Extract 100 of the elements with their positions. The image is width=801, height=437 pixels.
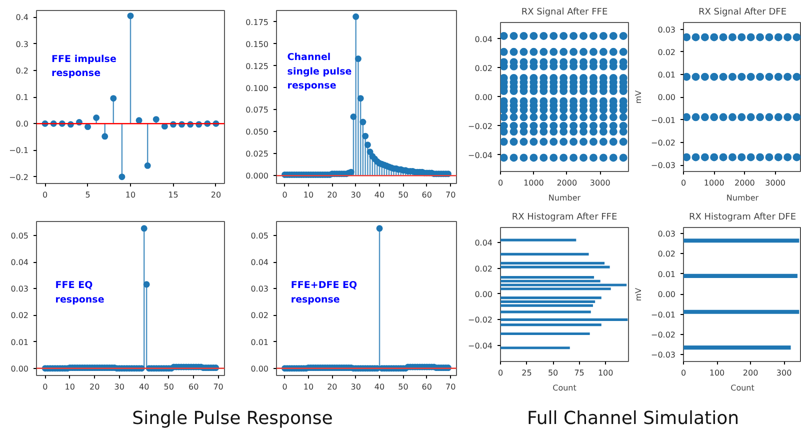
x-tick-label: 3000 bbox=[765, 178, 786, 188]
x-tick-label: 20 bbox=[210, 190, 222, 200]
x-tick-label: 40 bbox=[374, 382, 385, 392]
x-tick-label: 5 bbox=[85, 190, 90, 200]
y-tick-label: −0.1 bbox=[9, 146, 29, 156]
x-tick-label: 300 bbox=[776, 368, 792, 378]
y-tick-label: 0.05 bbox=[10, 232, 28, 241]
x-axis-title: Number bbox=[548, 194, 582, 202]
text: Full Channel Simulation bbox=[527, 408, 740, 430]
y-tick-label: 0.03 bbox=[658, 230, 676, 239]
x-tick-label: 60 bbox=[422, 190, 432, 200]
x-tick-label: 0 bbox=[498, 178, 504, 188]
y-tick-label: 0.00 bbox=[10, 364, 28, 374]
x-tick-label: 50 bbox=[548, 368, 558, 378]
x-tick-label: 2000 bbox=[734, 178, 755, 188]
x-tick-label: 25 bbox=[522, 368, 532, 378]
x-tick-label: 20 bbox=[327, 382, 338, 392]
x-tick-label: 0 bbox=[42, 382, 48, 392]
x-tick-label: 60 bbox=[422, 382, 432, 392]
x-tick-label: 70 bbox=[445, 382, 456, 392]
y-axis-title: mV bbox=[634, 287, 643, 302]
x-tick-label: 50 bbox=[164, 382, 174, 392]
annotation: Channel single pulse response bbox=[287, 52, 352, 92]
y-tick-label: 0.3 bbox=[16, 40, 29, 49]
y-tick-label: 0.03 bbox=[658, 25, 676, 34]
x-tick-label: 100 bbox=[709, 368, 725, 378]
y-tick-label: 0.03 bbox=[10, 284, 28, 294]
y-tick-label: −0.02 bbox=[650, 138, 676, 148]
x-tick-label: 60 bbox=[188, 382, 199, 392]
y-tick-label: 0.075 bbox=[246, 106, 269, 115]
y-tick-label: 0.050 bbox=[246, 128, 269, 137]
y-tick-label: −0.04 bbox=[468, 341, 492, 350]
x-tick-label: 10 bbox=[125, 190, 136, 200]
y-tick-label: 0.03 bbox=[250, 284, 268, 294]
y-tick-label: 0.01 bbox=[10, 338, 28, 347]
chart-title: RX Histogram After DFE bbox=[688, 212, 796, 222]
y-tick-label: 0.4 bbox=[16, 13, 29, 22]
x-tick-label: 0 bbox=[680, 178, 686, 188]
chart-title: RX Histogram After FFE bbox=[512, 212, 618, 222]
x-tick-label: 30 bbox=[114, 382, 124, 392]
y-tick-label: 0.2 bbox=[16, 66, 29, 76]
y-tick-label: 0.01 bbox=[658, 270, 676, 279]
y-tick-label: 0.125 bbox=[246, 62, 269, 71]
x-tick-label: 30 bbox=[350, 382, 361, 392]
y-tick-label: −0.02 bbox=[468, 316, 492, 325]
x-tick-label: 3000 bbox=[590, 178, 610, 188]
x-tick-label: 0 bbox=[282, 190, 288, 200]
x-tick-label: 30 bbox=[350, 190, 361, 200]
x-tick-label: 1000 bbox=[524, 178, 544, 188]
y-tick-label: 0.01 bbox=[250, 338, 268, 347]
x-tick-label: 0 bbox=[680, 368, 686, 378]
x-tick-label: 100 bbox=[598, 368, 614, 378]
annotation: FFE+DFE EQ response bbox=[290, 280, 358, 306]
y-tick-label: 0.02 bbox=[658, 250, 676, 259]
y-tick-label: 0.000 bbox=[246, 172, 269, 181]
y-tick-label: 0.04 bbox=[474, 34, 492, 44]
y-tick-label: 0.05 bbox=[250, 232, 268, 241]
y-tick-label: 0.00 bbox=[474, 290, 492, 299]
x-tick-label: 20 bbox=[90, 382, 100, 392]
y-tick-label: 0.175 bbox=[246, 18, 269, 27]
y-tick-label: 0.00 bbox=[474, 92, 492, 102]
x-tick-label: 10 bbox=[303, 382, 314, 392]
y-tick-label: 0.04 bbox=[250, 258, 268, 268]
x-tick-label: 20 bbox=[327, 190, 338, 200]
y-tick-label: −0.04 bbox=[468, 150, 492, 160]
x-axis-title: Count bbox=[552, 384, 576, 392]
x-tick-label: 10 bbox=[303, 190, 314, 200]
x-tick-label: 40 bbox=[374, 190, 385, 200]
x-tick-label: 75 bbox=[574, 368, 584, 378]
x-tick-label: 70 bbox=[213, 382, 224, 392]
x-tick-label: 200 bbox=[742, 368, 758, 378]
annotation: FFE EQ response bbox=[55, 280, 104, 306]
y-tick-label: −0.02 bbox=[650, 330, 676, 340]
chart-title: RX Signal After DFE bbox=[698, 8, 787, 18]
y-tick-label: 0.1 bbox=[16, 93, 29, 102]
y-tick-label: 0.02 bbox=[474, 264, 492, 274]
x-tick-label: 10 bbox=[64, 382, 75, 392]
y-tick-label: −0.01 bbox=[650, 116, 676, 125]
x-tick-label: 1000 bbox=[704, 178, 724, 188]
y-tick-label: 0.02 bbox=[250, 311, 268, 320]
text: Single Pulse Response bbox=[132, 408, 333, 430]
y-tick-label: 0.100 bbox=[246, 84, 269, 93]
x-axis-title: Count bbox=[730, 384, 754, 392]
y-tick-label: 0.04 bbox=[10, 258, 28, 268]
x-tick-label: 0 bbox=[498, 368, 504, 378]
chart-title: RX Signal After FFE bbox=[521, 8, 608, 18]
y-tick-label: −0.01 bbox=[650, 310, 676, 320]
x-tick-label: 40 bbox=[139, 382, 150, 392]
x-tick-label: 50 bbox=[398, 382, 408, 392]
x-axis-title: Number bbox=[726, 194, 760, 202]
x-tick-label: 0 bbox=[282, 382, 288, 392]
x-tick-label: 0 bbox=[42, 190, 48, 200]
x-tick-label: 50 bbox=[398, 190, 408, 200]
annotation: FFE impulse response bbox=[52, 54, 116, 80]
y-tick-label: −0.03 bbox=[650, 350, 676, 360]
x-tick-label: 15 bbox=[168, 190, 178, 200]
y-tick-label: 0.02 bbox=[10, 311, 28, 320]
y-tick-label: 0.02 bbox=[474, 64, 492, 73]
y-tick-label: 0.0 bbox=[16, 120, 29, 129]
x-tick-label: 70 bbox=[445, 190, 456, 200]
